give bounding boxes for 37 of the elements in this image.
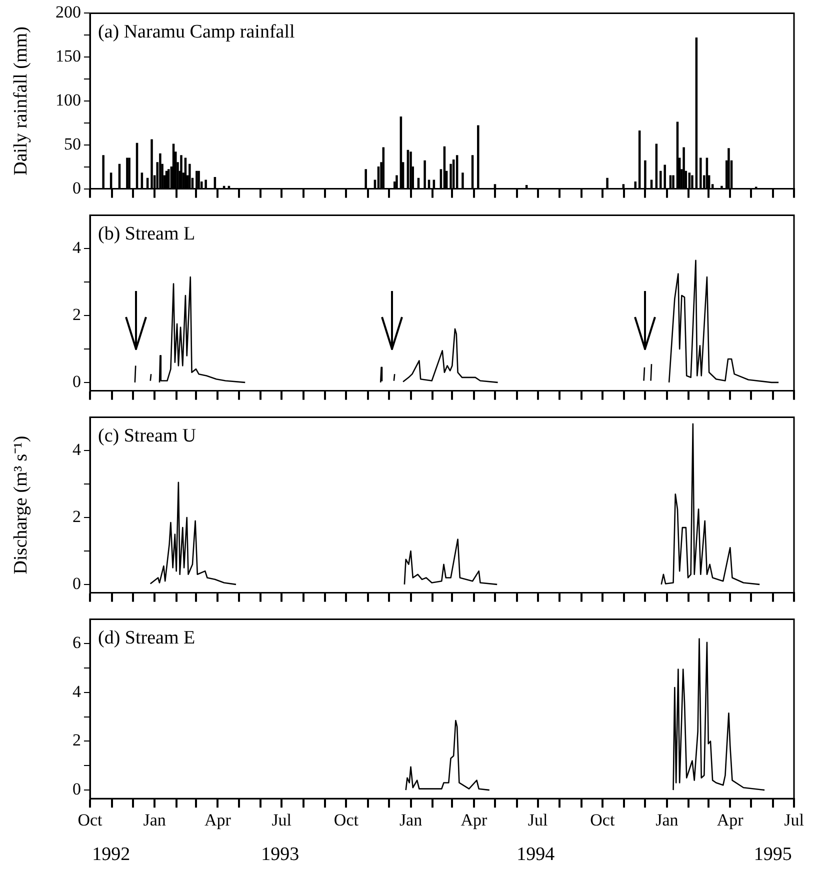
- x-tick-label: Oct: [590, 810, 615, 830]
- y-tick-label: 0: [72, 574, 81, 593]
- y-tick-label: 0: [72, 780, 81, 799]
- x-tick-label: Apr: [204, 810, 232, 830]
- x-tick-label: Jul: [272, 810, 292, 830]
- y-tick-label: 0: [72, 178, 81, 198]
- x-tick-label: Oct: [334, 810, 359, 830]
- y-tick-label: 6: [72, 633, 81, 652]
- x-tick-label: Jan: [656, 810, 679, 830]
- x-tick-label: Jan: [143, 810, 166, 830]
- x-tick-label: Jul: [528, 810, 548, 830]
- x-tick-label: Apr: [716, 810, 744, 830]
- x-tick-label: Jan: [399, 810, 423, 830]
- y-tick-label: 150: [56, 46, 81, 66]
- text: 1995: [754, 844, 792, 866]
- y-axis-title: Discharge (m³ s⁻¹): [10, 436, 32, 574]
- y-tick-label: 50: [64, 134, 81, 154]
- y-tick-label: 4: [72, 238, 82, 258]
- y-tick-label: 2: [72, 507, 81, 526]
- y-tick-label: 100: [56, 90, 81, 110]
- y-tick-label: 4: [72, 440, 82, 460]
- text: 1994: [516, 844, 555, 866]
- text: (c) Stream U: [98, 426, 196, 447]
- text: 1992: [92, 844, 130, 866]
- x-tick-label: Jul: [784, 810, 804, 830]
- x-tick-label: Oct: [78, 810, 103, 830]
- text: 1993: [261, 844, 300, 866]
- y-tick-label: 2: [72, 305, 81, 324]
- y-axis-title: Daily rainfall (mm): [10, 26, 32, 176]
- y-tick-label: 0: [72, 372, 81, 391]
- y-tick-label: 2: [72, 730, 81, 750]
- y-tick-label: 4: [72, 682, 82, 701]
- text: (a) Naramu Camp rainfall: [98, 22, 295, 43]
- text: (b) Stream L: [98, 224, 196, 245]
- y-tick-label: 200: [56, 2, 81, 22]
- text: (d) Stream E: [98, 628, 196, 649]
- x-tick-label: Apr: [460, 810, 488, 830]
